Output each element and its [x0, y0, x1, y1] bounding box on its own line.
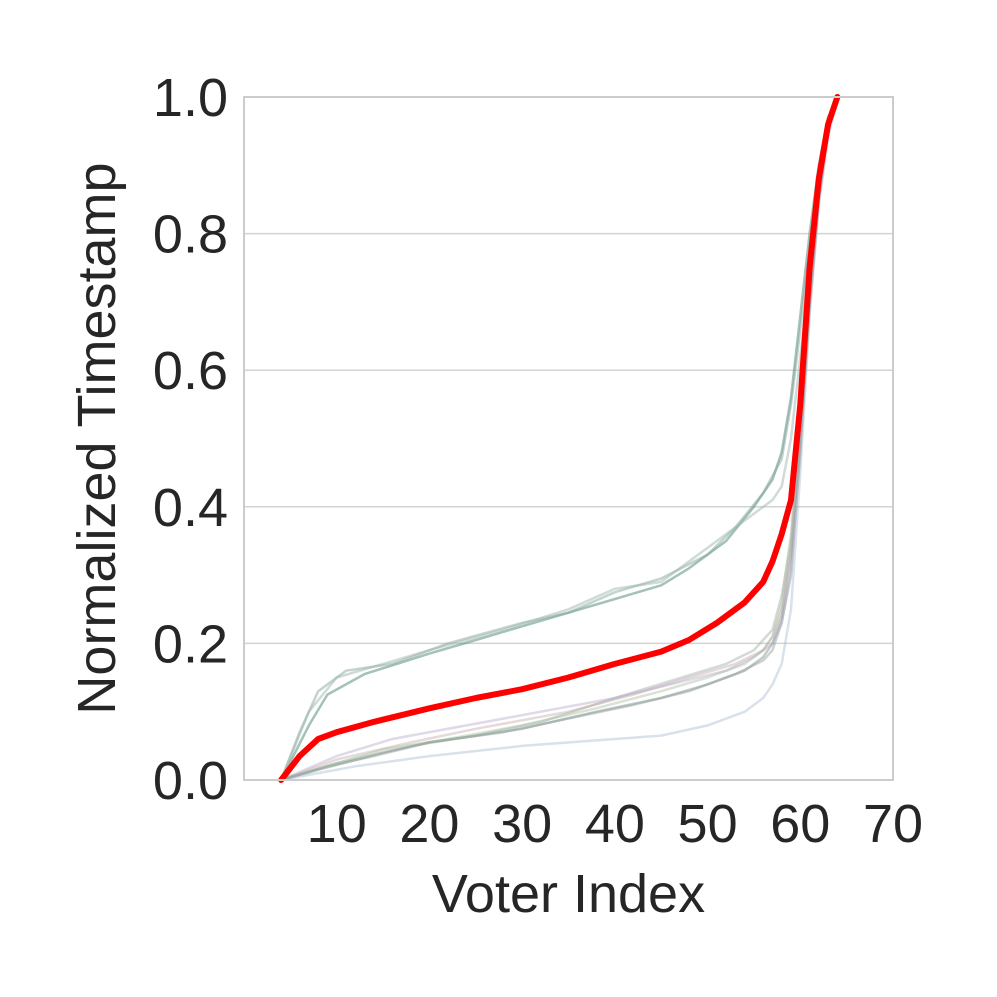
background-series-line: [279, 96, 839, 781]
x-tick-labels: 10 20 30 40 50 60 70: [307, 794, 923, 854]
highlight-series-line: [278, 94, 841, 783]
x-tick-label: 20: [399, 794, 459, 854]
y-tick-label: 1.0: [153, 68, 228, 128]
y-tick-label: 0.8: [153, 205, 228, 265]
y-tick-label: 0.0: [153, 751, 228, 811]
plot-frame: [243, 96, 894, 781]
background-series-line: [280, 96, 839, 782]
x-tick-label: 40: [585, 794, 645, 854]
highlight-series-group: [278, 94, 841, 783]
x-axis-label: Voter Index: [432, 864, 705, 924]
x-tick-label: 10: [307, 794, 367, 854]
y-tick-label: 0.2: [153, 614, 228, 674]
x-tick-label: 70: [863, 794, 923, 854]
x-tick-label: 30: [492, 794, 552, 854]
y-tick-label: 0.6: [153, 341, 228, 401]
background-series-line: [280, 96, 839, 782]
x-tick-label: 50: [678, 794, 738, 854]
y-tick-labels: 0.0 0.2 0.4 0.6 0.8 1.0: [153, 68, 228, 811]
y-axis-label: Normalized Timestamp: [67, 162, 127, 714]
x-tick-label: 60: [770, 794, 830, 854]
background-series-line: [280, 96, 839, 782]
y-tick-label: 0.4: [153, 478, 228, 538]
